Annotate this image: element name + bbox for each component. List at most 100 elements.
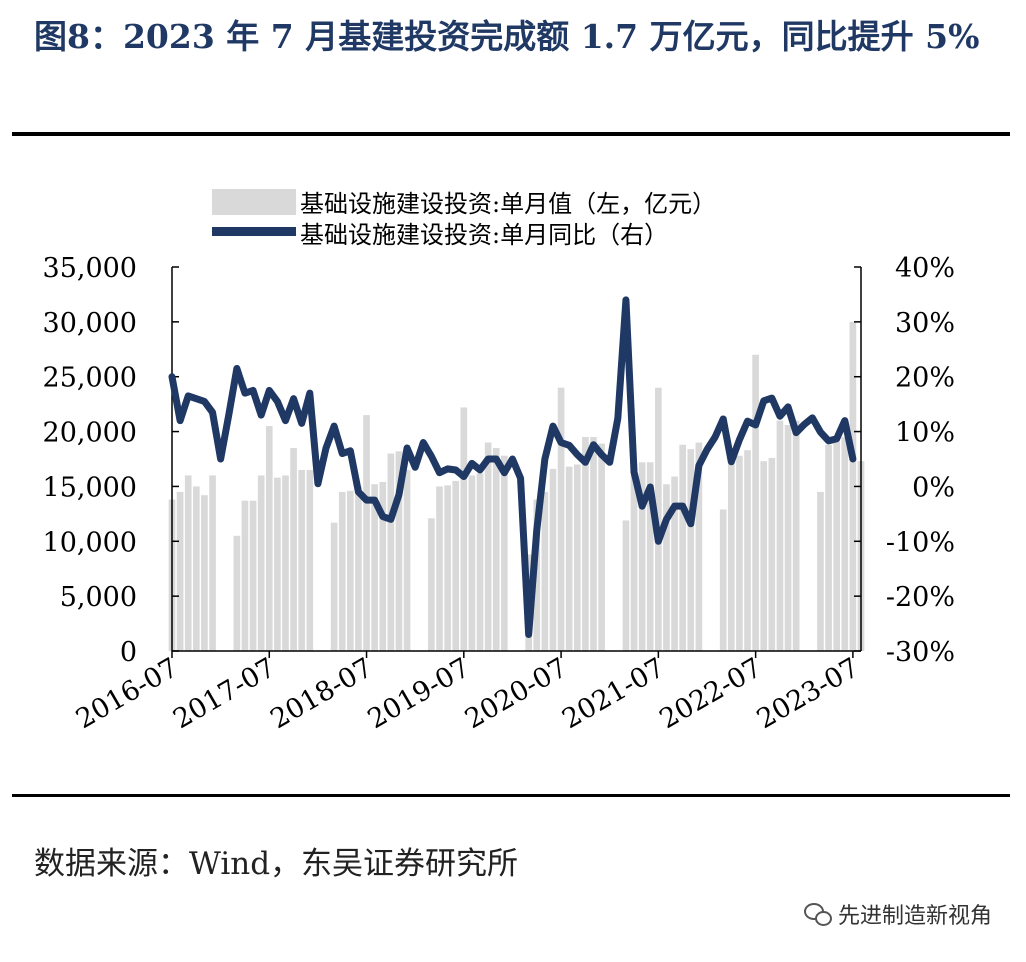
bar [541,491,549,651]
bar [444,485,451,651]
bar [687,449,695,651]
bar [184,475,192,651]
bar [395,451,403,651]
bar [492,448,500,651]
x-tick-label: 2023-07 [752,652,865,735]
bar [192,486,200,651]
bar [833,439,841,651]
legend: 基础设施建设投资:单月值（左，亿元） 基础设施建设投资:单月同比（右） [212,189,716,249]
bar [727,462,735,651]
bar [176,491,184,651]
right-tick-label: -30% [886,637,955,668]
left-tick-label: 35,000 [43,253,137,284]
figure-title: 图8：2023 年 7 月基建投资完成额 1.7 万亿元，同比提升 5% [34,17,980,56]
left-tick-label: 0 [120,637,137,668]
bar [484,442,492,651]
legend-bar-swatch [212,189,296,215]
bar [460,407,468,651]
bar [355,486,362,651]
legend-line-swatch [212,227,296,236]
bar [298,469,306,651]
x-tick-label: 2017-07 [168,652,281,735]
bar [363,415,370,651]
bar [622,520,630,651]
bar [638,462,646,651]
bar [468,475,476,651]
left-tick-label: 30,000 [43,308,137,339]
bar [598,443,605,651]
watermark-text: 先进制造新视角 [837,904,992,929]
left-tick-label: 5,000 [60,582,137,613]
legend-bar-label: 基础设施建设投资:单月值（左，亿元） [300,190,716,218]
bar [290,448,297,651]
left-tick-label: 25,000 [43,363,137,394]
x-tick-label: 2018-07 [265,652,378,735]
right-tick-label: 30% [895,308,955,339]
right-tick-label: 20% [895,363,955,394]
bar [265,426,273,651]
bar [209,475,216,651]
bar [768,457,776,651]
bar [338,491,346,651]
bar [695,442,703,651]
right-tick-label: -10% [886,527,955,558]
bar [744,450,751,651]
x-tick-label: 2020-07 [460,652,573,735]
bar [249,500,257,651]
left-tick-label: 15,000 [43,472,137,503]
bar [306,469,314,651]
bar [646,462,654,651]
bar [452,480,460,651]
source-note: 数据来源：Wind，东吴证券研究所 [34,846,519,882]
right-tick-label: -20% [886,582,955,613]
bar [274,477,281,651]
x-tick-label: 2019-07 [363,652,476,735]
bar [257,475,265,651]
chart: 0 5,000 10,000 15,000 20,000 25,000 30,000 35,0… [43,189,955,735]
bar [663,484,670,651]
bar [679,444,686,651]
bar [784,424,792,651]
bar [282,475,289,651]
bar [330,522,338,651]
right-tick-label: 10% [895,418,955,449]
bar [476,473,484,651]
right-tick-label: 0% [912,472,955,503]
bar [590,437,597,651]
top-rule [12,132,1010,136]
bar [841,437,849,651]
bottom-rule [12,794,1010,797]
bar [582,437,589,651]
bar [557,387,565,651]
x-tick-label: 2021-07 [557,652,670,735]
left-tick-label: 10,000 [43,527,137,558]
bar [371,484,378,651]
wechat-icon [803,903,832,926]
bar [760,461,768,651]
bar [549,468,557,651]
bar [403,469,411,651]
bar [436,486,443,651]
right-tick-label: 40% [895,253,955,284]
bar [825,444,832,651]
legend-line-label: 基础设施建设投资:单月同比（右） [300,221,668,249]
bar [428,518,435,651]
bar [630,466,638,651]
bar [752,354,759,651]
x-tick-label: 2022-07 [654,652,767,735]
bar [849,321,857,651]
bar [792,420,800,651]
watermark: 先进制造新视角 [803,898,992,930]
bar [776,420,784,651]
bar [671,476,678,651]
bar [736,455,743,651]
bar [241,500,249,651]
left-tick-label: 20,000 [43,418,137,449]
bar [387,453,395,651]
bar [719,509,727,651]
bar [501,455,508,651]
bar [379,482,387,651]
bar [233,535,241,651]
line-series [168,296,857,639]
bar [817,491,824,651]
